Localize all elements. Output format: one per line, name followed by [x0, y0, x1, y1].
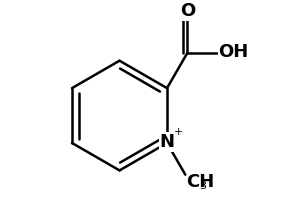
Text: O: O — [180, 2, 195, 20]
Text: N: N — [160, 133, 175, 151]
Text: +: + — [173, 127, 183, 137]
Text: 3: 3 — [199, 181, 206, 191]
Text: OH: OH — [219, 43, 249, 61]
Text: CH: CH — [186, 173, 214, 191]
